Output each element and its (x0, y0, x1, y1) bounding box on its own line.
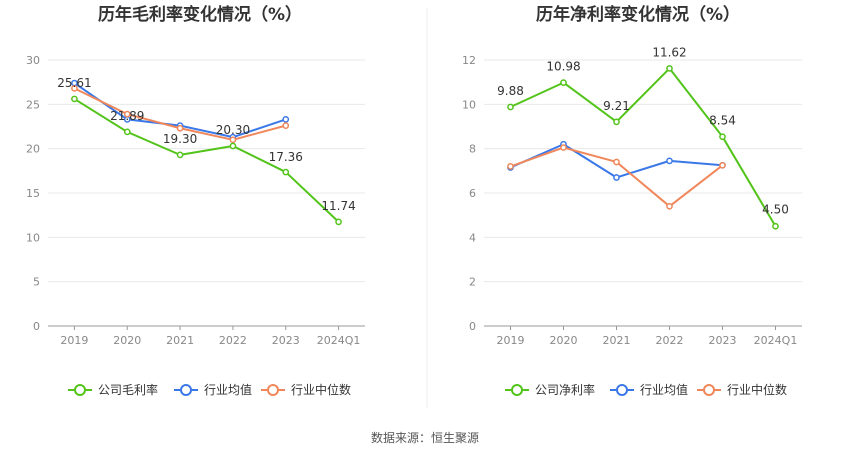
data-point-company (71, 95, 78, 103)
data-label: 10.98 (546, 60, 580, 74)
data-point-industry_median (719, 161, 726, 169)
data-point-company (335, 218, 342, 226)
x-tick-label: 2023 (272, 334, 300, 347)
y-tick-label: 20 (26, 143, 40, 156)
x-tick-label: 2019 (60, 334, 88, 347)
legend-item-industry_median[interactable]: 行业中位数 (261, 382, 351, 397)
y-tick-label: 30 (26, 54, 40, 67)
net-margin-chart: 历年净利率变化情况（%） 0 2 4 6 8 10 12 2019 2020 2021 2022 202… (462, 4, 802, 397)
data-source-note: 数据来源：恒生聚源 (370, 431, 479, 445)
x-tick-label: 2024Q1 (317, 334, 361, 347)
data-point-industry_median (282, 122, 290, 129)
data-point-industry_median (666, 202, 673, 210)
x-tick-label: 2021 (603, 334, 631, 347)
legend-label: 行业均值 (640, 382, 688, 397)
y-tick-label: 8 (469, 143, 476, 156)
y-tick-label: 10 (462, 98, 476, 111)
data-point-company (772, 222, 779, 230)
x-tick-label: 2022 (656, 334, 684, 347)
data-label: 21.89 (110, 109, 144, 123)
data-point-industry_avg (282, 116, 290, 123)
y-tick-label: 5 (33, 276, 40, 289)
data-label: 9.88 (497, 84, 524, 98)
data-point-industry_avg (666, 157, 673, 165)
data-point-company (666, 65, 673, 72)
legend-label: 行业均值 (204, 382, 252, 397)
data-label: 4.50 (762, 202, 789, 216)
y-tick-label: 12 (462, 54, 476, 67)
y-tick-label: 4 (469, 231, 476, 244)
data-label: 9.21 (603, 99, 630, 113)
legend-swatch-marker (616, 384, 628, 396)
x-tick-label: 2020 (113, 334, 141, 347)
y-tick-label: 0 (33, 320, 40, 333)
series-line-company (73, 98, 340, 223)
series-line-company (510, 67, 777, 227)
data-label: 11.74 (321, 199, 355, 213)
legend-swatch-marker (511, 384, 523, 396)
x-tick-label: 2024Q1 (754, 334, 798, 347)
data-point-company (507, 103, 514, 111)
legend-label: 公司毛利率 (98, 382, 158, 397)
x-tick-label: 2020 (550, 334, 578, 347)
data-point-company (176, 151, 184, 159)
data-label: 11.62 (652, 45, 686, 59)
legend-swatch-marker (267, 384, 279, 396)
data-point-industry_median (613, 158, 620, 166)
x-tick-label: 2021 (166, 334, 194, 347)
legend-item-company[interactable]: 公司毛利率 (68, 382, 158, 397)
data-point-company (719, 133, 726, 141)
legend-item-company[interactable]: 公司净利率 (505, 382, 595, 397)
legend-item-industry_avg[interactable]: 行业均值 (610, 382, 688, 397)
legend-label: 行业中位数 (291, 382, 351, 397)
legend-swatch-marker (180, 384, 192, 396)
data-point-company (123, 128, 131, 136)
data-point-industry_median (123, 110, 131, 118)
legend-item-industry_median[interactable]: 行业中位数 (697, 382, 787, 397)
chart-title: 历年净利率变化情况（%） (536, 4, 740, 25)
legend-swatch-marker (703, 384, 715, 396)
y-tick-label: 0 (469, 320, 476, 333)
data-point-industry_median (176, 124, 184, 132)
y-tick-label: 6 (469, 187, 476, 200)
data-point-company (229, 142, 237, 150)
data-point-industry_median (229, 136, 237, 144)
y-tick-label: 15 (26, 187, 40, 200)
legend-swatch-marker (74, 384, 86, 396)
legend-label: 行业中位数 (727, 382, 787, 397)
data-point-industry_median (71, 85, 78, 92)
data-label: 20.30 (216, 123, 250, 137)
data-label: 19.30 (163, 132, 197, 146)
x-tick-label: 2022 (219, 334, 247, 347)
data-point-industry_median (507, 163, 514, 170)
y-tick-label: 2 (469, 276, 476, 289)
data-label: 25.61 (57, 76, 91, 90)
data-point-industry_avg (613, 174, 620, 181)
data-point-industry_median (560, 144, 567, 151)
y-tick-label: 25 (26, 98, 40, 111)
x-tick-label: 2019 (497, 334, 525, 347)
data-label: 8.54 (709, 114, 736, 128)
legend-label: 公司净利率 (535, 382, 595, 397)
y-tick-label: 10 (26, 231, 40, 244)
data-point-company (613, 118, 620, 126)
x-tick-label: 2023 (709, 334, 737, 347)
chart-title: 历年毛利率变化情况（%） (98, 4, 302, 25)
data-point-company (282, 168, 290, 176)
legend-item-industry_avg[interactable]: 行业均值 (174, 382, 252, 397)
data-point-company (560, 79, 567, 86)
gross-margin-chart: 历年毛利率变化情况（%） 0 5 10 15 20 25 30 2019 2020 2021 2022… (26, 4, 365, 397)
data-label: 17.36 (269, 150, 303, 164)
